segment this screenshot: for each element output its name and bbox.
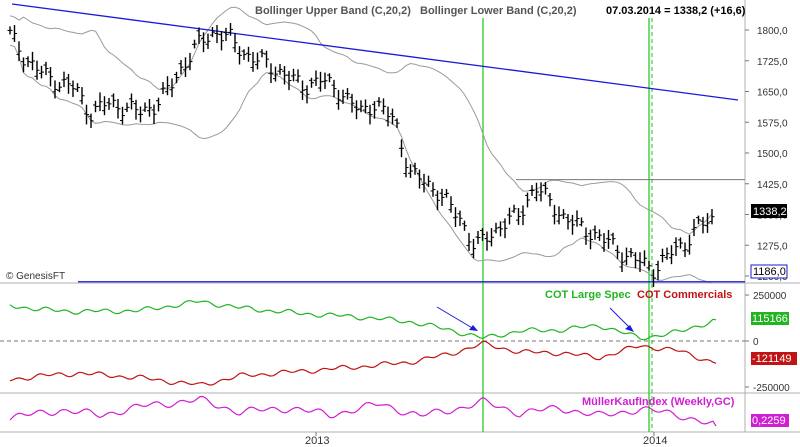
last-price-label: 1338,2	[753, 206, 787, 218]
y-tick-label: 1650,0	[757, 88, 788, 99]
date-value-readout: 07.03.2014 = 1338,2 (+16,6)	[606, 5, 746, 17]
y-tick-label: 1800,0	[757, 26, 788, 37]
indicator-legend: Bollinger Upper Band (C,20,2) Bollinger …	[255, 5, 577, 17]
commercials-last-label: -121149	[752, 353, 792, 365]
y-tick-label: 1725,0	[757, 57, 788, 68]
mueller-last-label: 0,2259	[752, 415, 786, 427]
legend-mueller: MüllerKaufIndex (Weekly,GC)	[582, 396, 735, 408]
legend-commercials: COT Commercials	[637, 289, 732, 301]
y-tick-label: 1500,0	[757, 149, 788, 160]
y-tick-label: 0	[753, 337, 759, 348]
legend-large-spec: COT Large Spec	[545, 289, 631, 301]
bollinger-upper	[9, 6, 713, 235]
large-spec-box	[751, 312, 789, 325]
support-box	[750, 264, 788, 279]
watermark: © GenesisFT	[6, 271, 65, 282]
y-tick-label: 1425,0	[757, 180, 788, 191]
x-tick-label-2013: 2013	[305, 435, 329, 447]
cot-commercials-line	[9, 340, 717, 386]
y-tick-label: 1575,0	[757, 118, 788, 129]
cot-large-spec-line	[9, 300, 717, 341]
y-tick-label: 1275,0	[757, 241, 788, 252]
x-tick-label-2014: 2014	[643, 435, 667, 447]
y-tick-label: 250000	[753, 291, 787, 302]
commercials-box	[751, 352, 797, 365]
large-spec-last-label: 115166	[752, 313, 788, 325]
annotation-arrow	[436, 306, 478, 331]
support-label: 1186,0	[753, 266, 786, 278]
y-tick-label: -250000	[753, 383, 790, 394]
annotation-arrow	[609, 307, 634, 332]
last-price-box	[751, 204, 787, 218]
mueller-box	[751, 414, 789, 427]
trendline	[11, 3, 739, 101]
mueller-index-line	[9, 395, 717, 427]
